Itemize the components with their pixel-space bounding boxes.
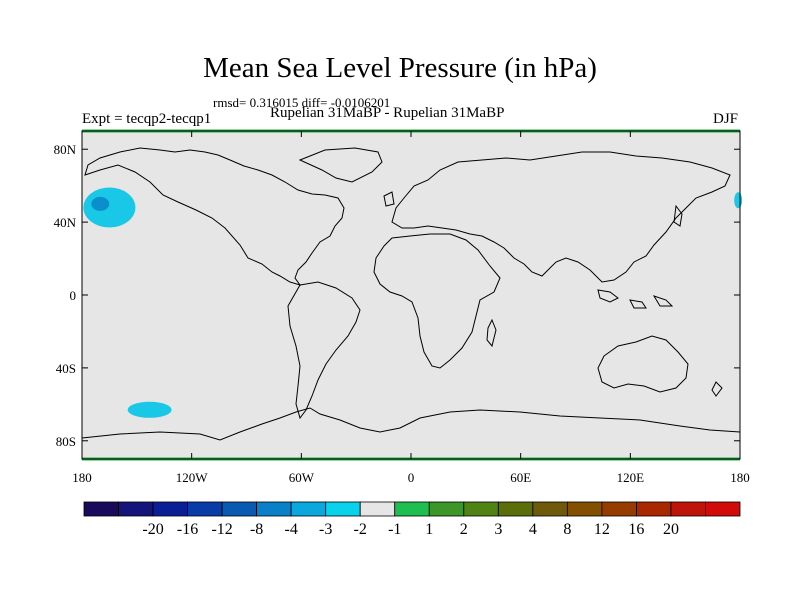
colorbar-label: -8 (250, 521, 263, 538)
colorbar-swatch (463, 501, 499, 517)
lat-tick-label: 40N (54, 215, 77, 230)
coast-australia (597, 335, 689, 393)
lon-tick-label: 60E (510, 470, 531, 485)
colorbar-swatch (359, 501, 396, 517)
anomaly-southern-ocean-low (127, 401, 172, 418)
colorbar-swatch (83, 501, 119, 517)
coast-madagascar (486, 318, 497, 348)
colorbar-label: -20 (142, 521, 163, 538)
colorbar-label: -1 (388, 521, 401, 538)
colorbar-label: 2 (460, 521, 468, 538)
colorbar-swatch (428, 501, 465, 517)
coast-new-zealand (711, 381, 723, 397)
lat-tick-label: 80N (54, 142, 77, 157)
coast-japan (673, 204, 683, 227)
colorbar-swatch (394, 501, 430, 517)
coast-antarctica (81, 407, 741, 441)
lon-tick-label: 60W (289, 470, 315, 485)
colorbar-swatch (670, 501, 706, 517)
coast-north-america (84, 147, 345, 286)
colorbar-label: 3 (494, 521, 502, 538)
colorbar-label: 20 (663, 521, 679, 538)
coast-africa (373, 233, 501, 369)
colorbar-swatch (256, 501, 292, 517)
lon-tick-label: 0 (408, 470, 415, 485)
colorbar-label: -12 (211, 521, 232, 538)
experiment-subtitle: Rupelian 31MaBP - Rupelian 31MaBP (270, 105, 505, 121)
lon-tick-label: 180 (72, 470, 92, 485)
colorbar-label: 1 (425, 521, 433, 538)
colorbar-label: -3 (319, 521, 332, 538)
anomaly-northeast-pacific-edge (734, 192, 743, 209)
lon-tick-label: 120W (176, 470, 209, 485)
colorbar-label: -4 (284, 521, 297, 538)
season-label: DJF (713, 111, 739, 127)
coast-greenland (298, 147, 383, 183)
experiment-label: Expt = tecqp2-tecqp1 (82, 111, 212, 127)
lon-tick-label: 120E (617, 470, 645, 485)
colorbar-label: 4 (529, 521, 537, 538)
colorbar: -20 -16 -12 -8 -4 -3 -2 -1 1 2 3 4 8 12 16 20 (83, 501, 741, 538)
lon-tick-label: 180 (730, 470, 750, 485)
lat-tick-label: 0 (70, 288, 77, 303)
colorbar-label: 8 (563, 521, 571, 538)
coast-south-america (287, 281, 361, 420)
latitude-axis: 80N 40N 0 40S 80S (54, 142, 740, 449)
anomaly-north-pacific-core (91, 196, 110, 211)
colorbar-swatch (152, 501, 188, 517)
lat-tick-label: 80S (56, 434, 76, 449)
coast-eurasia (391, 151, 731, 283)
colorbar-swatch (636, 501, 672, 517)
colorbar-label: -2 (354, 521, 367, 538)
coast-british-isles (383, 191, 395, 207)
chart-title: Mean Sea Level Pressure (in hPa) (203, 52, 597, 84)
colorbar-swatch (566, 501, 603, 517)
statistics-label: rmsd= 0.316015 diff= -0.0106201 (213, 95, 391, 110)
colorbar-swatch (325, 501, 361, 517)
anomaly-north-pacific-low (83, 187, 136, 228)
longitude-axis: 180 120W 60W 0 60E 120E 180 (72, 131, 750, 485)
colorbar-label: -16 (177, 521, 198, 538)
colorbar-label: 16 (628, 521, 644, 538)
colorbar-swatch (187, 501, 223, 517)
colorbar-swatch (221, 501, 258, 517)
colorbar-label: 12 (594, 521, 610, 538)
colorbar-swatch (601, 501, 637, 517)
map-background (82, 131, 740, 459)
colorbar-swatch (532, 501, 568, 517)
coastlines (81, 147, 741, 441)
coast-indonesia (597, 289, 674, 309)
lat-tick-label: 40S (56, 361, 76, 376)
colorbar-swatch (290, 501, 327, 517)
colorbar-swatch (705, 501, 741, 517)
colorbar-swatch (118, 501, 154, 517)
anomaly-layer (83, 187, 743, 418)
colorbar-swatch (497, 501, 534, 517)
